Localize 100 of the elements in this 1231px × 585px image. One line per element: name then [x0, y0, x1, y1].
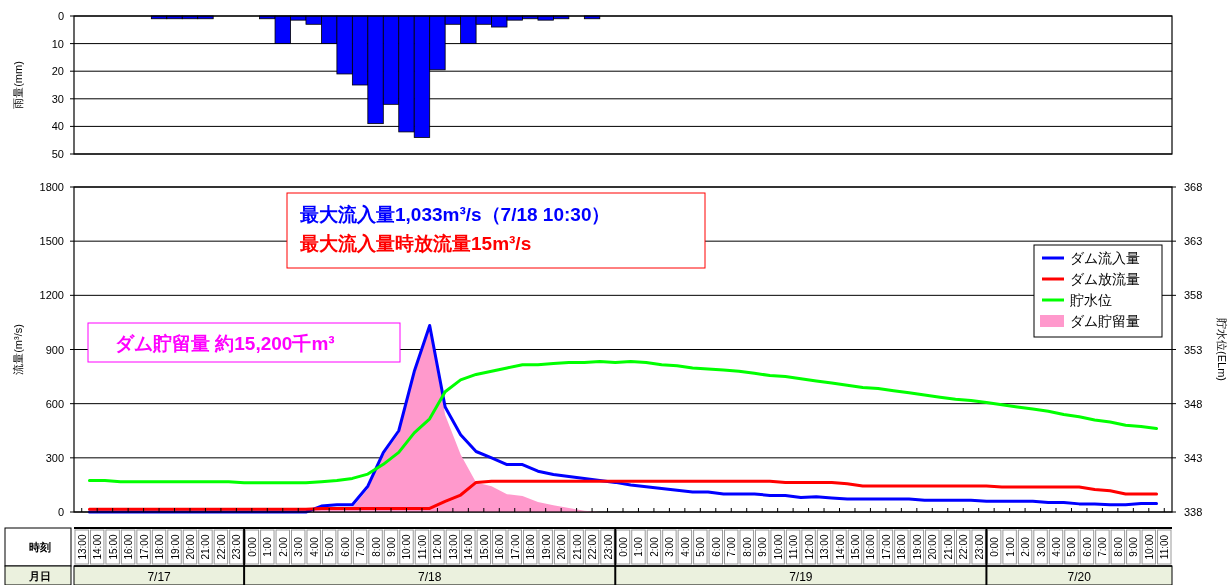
x-tick-label: 16:00: [865, 534, 877, 560]
x-tick-label: 15:00: [849, 534, 861, 560]
x-tick-label: 17:00: [880, 534, 892, 560]
x-tick-label: 0:00: [246, 536, 258, 557]
x-tick-label: 23:00: [231, 534, 243, 560]
y-tick-label: 10: [51, 37, 64, 50]
y-tick-label: 30: [51, 92, 64, 105]
x-tick-label: 13:00: [76, 534, 88, 560]
x-tick-label: 18:00: [154, 534, 166, 560]
x2-tick-label: 7/17: [147, 570, 172, 584]
x-tick-label: 2:00: [1020, 536, 1032, 557]
x-tick-label: 3:00: [293, 536, 305, 557]
x-tick-label: 20:00: [184, 534, 196, 560]
x-tick-label: 12:00: [803, 534, 815, 560]
annotation: 最大流入量時放流量15m³/s: [299, 233, 532, 254]
y2-tick-label: 338: [1184, 506, 1203, 518]
y2-axis-title: 貯水位(ELm): [1216, 318, 1228, 381]
x-tick-label: 3:00: [1035, 536, 1047, 557]
x-tick-label: 1:00: [1004, 536, 1016, 557]
x-tick-label: 10:00: [772, 534, 784, 560]
x-tick-label: 13:00: [447, 534, 459, 560]
x-tick-label: 21:00: [200, 534, 212, 560]
x-tick-label: 5:00: [695, 536, 707, 557]
x-tick-label: 12:00: [432, 534, 444, 560]
y-tick-label: 20: [51, 65, 64, 78]
y2-tick-label: 348: [1184, 397, 1203, 410]
x-tick-label: 1:00: [262, 536, 274, 557]
legend-label: 貯水位: [1070, 292, 1112, 308]
x-tick-label: 20:00: [556, 534, 568, 560]
y-tick-label: 0: [57, 506, 64, 518]
x-tick-label: 8:00: [1112, 536, 1124, 557]
x-tick-label: 19:00: [169, 534, 181, 560]
x2-tick-label: 7/19: [789, 570, 813, 584]
x-tick-label: 14:00: [463, 534, 475, 560]
x-tick-label: 4:00: [679, 536, 691, 557]
x-tick-label: 11:00: [1159, 534, 1171, 560]
line-series: [87, 479, 1159, 511]
x-tick-label: 17:00: [509, 534, 521, 560]
x-tick-label: 10:00: [401, 534, 413, 560]
y2-tick-label: 368: [1184, 181, 1203, 193]
y-tick-label: 600: [45, 397, 64, 410]
x-tick-label: 1:00: [633, 536, 645, 557]
y-tick-label: 0: [57, 10, 64, 22]
y2-tick-label: 343: [1184, 451, 1203, 464]
x-tick-label: 18:00: [896, 534, 908, 560]
x-tick-label: 16:00: [123, 534, 135, 560]
x-tick-label: 3:00: [664, 536, 676, 557]
x2-tick-label: 7/18: [418, 570, 442, 584]
x-tick-label: 8:00: [370, 536, 382, 557]
x-axis-title: 時刻: [28, 541, 51, 553]
x-tick-label: 14:00: [92, 534, 104, 560]
x-tick-label: 2:00: [648, 536, 660, 557]
x-tick-label: 18:00: [525, 534, 537, 560]
y-tick-label: 1800: [39, 181, 64, 193]
annotation: 最大流入量1,033m³/s（7/18 10:30）: [299, 204, 611, 225]
y-tick-label: 50: [51, 148, 64, 160]
x-tick-label: 15:00: [107, 534, 119, 560]
x-tick-label: 8:00: [741, 536, 753, 557]
x-tick-label: 23:00: [602, 534, 614, 560]
x-tick-label: 10:00: [1143, 534, 1155, 560]
x-tick-label: 4:00: [1051, 536, 1063, 557]
x-tick-label: 7:00: [726, 536, 738, 557]
x-tick-label: 6:00: [1081, 536, 1093, 557]
x-tick-label: 14:00: [834, 534, 846, 560]
x-tick-label: 0:00: [618, 536, 629, 557]
x-tick-label: 11:00: [416, 534, 428, 560]
x-tick-label: 9:00: [1128, 536, 1140, 557]
legend-label: ダム貯留量: [1070, 313, 1140, 329]
x-tick-label: 6:00: [339, 536, 351, 557]
y-tick-label: 1200: [39, 289, 64, 302]
y-axis-title: 流量(m³/s): [12, 324, 24, 375]
x-tick-label: 20:00: [927, 534, 939, 560]
x-tick-label: 4:00: [308, 536, 320, 557]
y-axis-title: 雨量(mm): [12, 61, 24, 109]
x-tick-label: 19:00: [540, 534, 552, 560]
x2-tick-label: 7/20: [1067, 570, 1092, 584]
x-tick-label: 21:00: [571, 534, 583, 560]
x-tick-label: 6:00: [710, 536, 722, 557]
x-tick-label: 5:00: [324, 536, 336, 557]
y-tick-label: 300: [45, 451, 64, 464]
x-tick-label: 15:00: [478, 534, 490, 560]
x-tick-label: 22:00: [958, 534, 970, 560]
x-tick-label: 9:00: [757, 536, 769, 557]
x-tick-label: 17:00: [138, 534, 150, 560]
line-series: [87, 359, 1159, 485]
y-tick-label: 1500: [39, 235, 64, 248]
x-tick-label: 7:00: [355, 536, 367, 557]
x-tick-label: 11:00: [788, 534, 800, 560]
annotation: ダム貯留量 約15,200千m³: [115, 333, 335, 354]
x-tick-label: 23:00: [973, 534, 985, 560]
x-tick-label: 0:00: [989, 536, 1001, 557]
x-tick-label: 21:00: [942, 534, 954, 560]
x-tick-label: 22:00: [587, 534, 599, 560]
x-tick-label: 2:00: [277, 536, 289, 557]
x2-axis-title: 月日: [27, 570, 51, 582]
y-tick-label: 900: [45, 343, 64, 356]
legend-label: ダム流入量: [1070, 250, 1140, 266]
x-tick-label: 7:00: [1097, 536, 1109, 557]
y2-tick-label: 363: [1184, 235, 1203, 248]
x-tick-label: 22:00: [215, 534, 227, 560]
